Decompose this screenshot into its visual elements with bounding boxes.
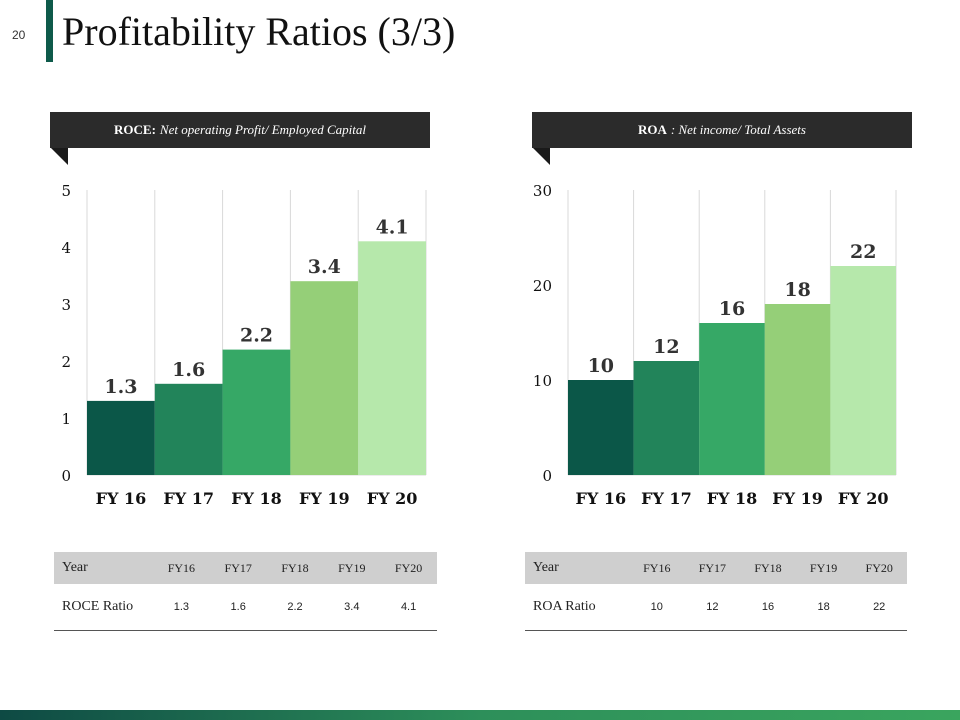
data-label: 4.1 — [376, 216, 409, 238]
bar — [633, 361, 700, 475]
table-header-row: Year FY16 FY17 FY18 FY19 FY20 — [54, 552, 437, 584]
table-cell: 1.6 — [209, 584, 267, 631]
x-tick-label: FY 20 — [838, 489, 889, 508]
bar — [87, 400, 155, 475]
bar — [699, 323, 765, 475]
bar — [830, 266, 896, 475]
table-cell: 10 — [629, 584, 685, 631]
data-label: 22 — [850, 241, 876, 263]
x-tick-label: FY 19 — [299, 489, 350, 508]
bar — [154, 383, 223, 475]
table-cell: 22 — [851, 584, 907, 631]
roa-banner-label: ROA — [638, 122, 667, 137]
title-accent-bar — [46, 0, 53, 62]
y-tick-label: 20 — [533, 277, 552, 295]
data-label: 10 — [588, 355, 614, 377]
y-tick-label: 4 — [61, 239, 71, 257]
x-tick-label: FY 16 — [96, 489, 147, 508]
table-header-cell: Year — [54, 552, 153, 584]
y-tick-label: 0 — [61, 467, 71, 485]
table-header-cell: FY16 — [629, 552, 685, 584]
y-tick-label: 2 — [61, 353, 71, 371]
y-tick-label: 10 — [533, 372, 552, 390]
roce-banner-formula: Net operating Profit/ Employed Capital — [159, 122, 366, 137]
table-cell: 2.2 — [266, 584, 324, 631]
table-cell: 18 — [795, 584, 852, 631]
y-tick-label: 1 — [61, 410, 71, 428]
table-row: ROCE Ratio 1.3 1.6 2.2 3.4 4.1 — [54, 584, 437, 631]
table-header-cell: FY17 — [209, 552, 267, 584]
data-label: 16 — [719, 298, 745, 320]
y-tick-label: 5 — [61, 182, 71, 200]
table-header-cell: FY20 — [851, 552, 907, 584]
data-label: 18 — [784, 279, 810, 301]
x-tick-label: FY 16 — [575, 489, 626, 508]
table-row-label: ROA Ratio — [525, 584, 629, 631]
data-label: 12 — [653, 336, 679, 358]
data-label: 3.4 — [308, 256, 341, 278]
x-tick-label: FY 18 — [231, 489, 282, 508]
roa-banner-formula: : Net income/ Total Assets — [670, 122, 806, 137]
table-header-cell: FY16 — [153, 552, 210, 584]
y-tick-label: 3 — [61, 296, 71, 314]
data-label: 1.3 — [104, 376, 137, 398]
data-label: 2.2 — [240, 325, 273, 347]
y-tick-label: 30 — [533, 182, 552, 200]
roce-banner-label: ROCE: — [114, 122, 156, 137]
bar — [764, 304, 831, 475]
table-cell: 1.3 — [153, 584, 210, 631]
x-tick-label: FY 19 — [772, 489, 823, 508]
bar — [290, 281, 359, 475]
table-cell: 16 — [740, 584, 796, 631]
bar — [222, 349, 291, 475]
roce-banner-tab — [51, 148, 68, 165]
table-header-cell: FY18 — [740, 552, 796, 584]
y-tick-label: 0 — [542, 467, 552, 485]
x-tick-label: FY 17 — [163, 489, 214, 508]
roce-data-table: Year FY16 FY17 FY18 FY19 FY20 ROCE Ratio… — [54, 552, 437, 631]
footer-gradient-bar — [0, 710, 960, 720]
table-header-cell: FY19 — [795, 552, 852, 584]
table-cell: 12 — [684, 584, 741, 631]
table-header-row: Year FY16 FY17 FY18 FY19 FY20 — [525, 552, 907, 584]
roa-banner-tab — [533, 148, 550, 165]
roce-bar-chart: 0 1 2 3 4 5 1.3 FY 16 1.6 FY 17 2.2 FY 18 3.4 FY 19 4.… — [61, 182, 427, 508]
slide-number: 20 — [12, 28, 26, 42]
bar — [568, 380, 634, 475]
x-tick-label: FY 18 — [707, 489, 758, 508]
x-tick-label: FY 20 — [367, 489, 418, 508]
table-row: ROA Ratio 10 12 16 18 22 — [525, 584, 907, 631]
x-tick-label: FY 17 — [641, 489, 692, 508]
table-header-cell: Year — [525, 552, 629, 584]
table-header-cell: FY20 — [380, 552, 437, 584]
table-header-cell: FY18 — [266, 552, 324, 584]
table-row-label: ROCE Ratio — [54, 584, 153, 631]
data-label: 1.6 — [172, 359, 205, 381]
bar — [358, 241, 426, 475]
page-title: Profitability Ratios (3/3) — [62, 9, 456, 54]
table-header-cell: FY19 — [323, 552, 381, 584]
roa-data-table: Year FY16 FY17 FY18 FY19 FY20 ROA Ratio … — [525, 552, 907, 631]
roa-bar-chart: 0 10 20 30 10 FY 16 12 FY 17 16 FY 18 18 FY 19 22 FY … — [533, 182, 897, 508]
table-cell: 3.4 — [323, 584, 381, 631]
table-cell: 4.1 — [380, 584, 437, 631]
roce-formula-banner: ROCE: Net operating Profit/ Employed Cap… — [50, 112, 430, 148]
table-header-cell: FY17 — [684, 552, 741, 584]
roa-formula-banner: ROA : Net income/ Total Assets — [532, 112, 912, 148]
